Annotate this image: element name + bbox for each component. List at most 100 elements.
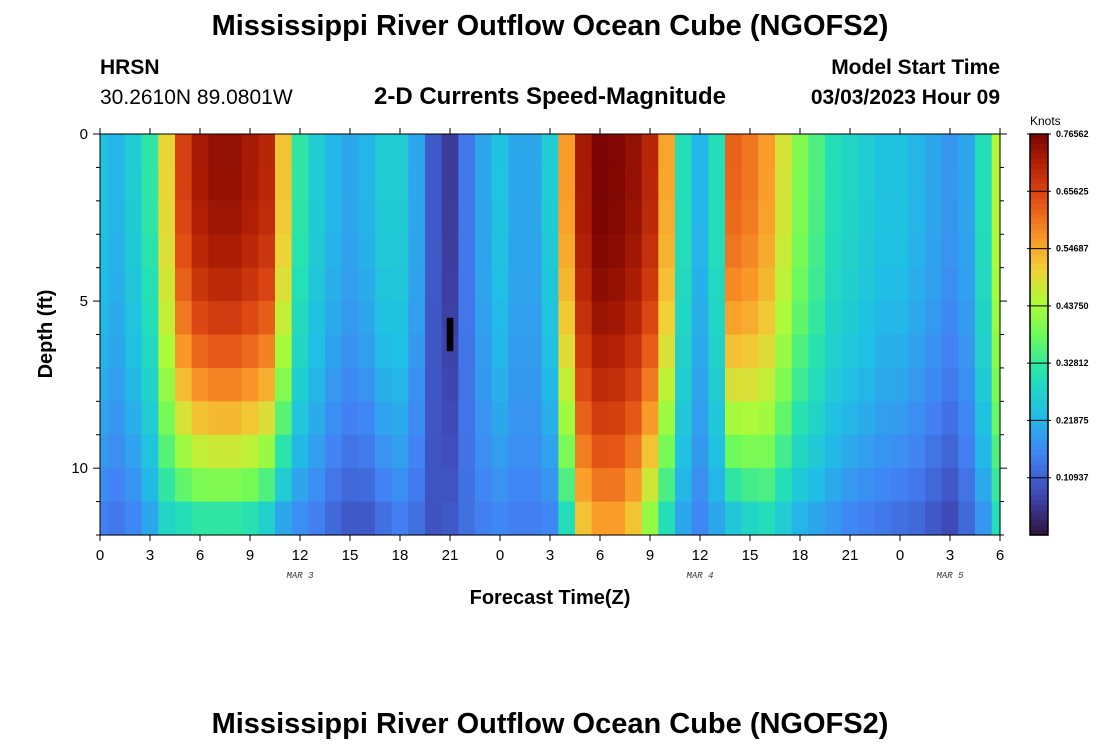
heatmap-cell (325, 334, 343, 369)
heatmap-cell (891, 334, 909, 369)
heatmap-cell (158, 134, 176, 169)
heatmap-cell (975, 301, 993, 336)
colorbar-segment (1030, 499, 1048, 506)
heatmap-cell (941, 367, 959, 402)
heatmap-cell (225, 267, 243, 302)
heatmap-cell (258, 234, 276, 269)
colorbar-segment (1030, 404, 1048, 411)
heatmap-cell (675, 434, 693, 469)
heatmap-cell (958, 267, 976, 302)
heatmap-cell (358, 468, 376, 503)
heatmap-cell (908, 401, 926, 436)
heatmap-cell (808, 434, 826, 469)
heatmap-cell (491, 334, 509, 369)
colorbar-segment (1030, 384, 1048, 391)
heatmap-cell (625, 167, 643, 202)
heatmap-cell (458, 468, 476, 503)
colorbar-segment (1030, 529, 1048, 536)
heatmap-cell (991, 401, 1001, 436)
heatmap-cell (141, 301, 159, 336)
heatmap-cell (125, 434, 143, 469)
heatmap-cell (941, 267, 959, 302)
heatmap-cell (408, 301, 426, 336)
heatmap-cell (308, 234, 326, 269)
heatmap-cell (525, 334, 543, 369)
heatmap-cell (825, 134, 843, 169)
colorbar-segment (1030, 434, 1048, 441)
x-tick-label: 6 (196, 547, 204, 564)
heatmap-cell (225, 501, 243, 536)
heatmap-cell (741, 401, 759, 436)
colorbar-segment (1030, 274, 1048, 280)
heatmap-cell (458, 401, 476, 436)
day-label: MAR 3 (286, 571, 314, 581)
heatmap-cell (808, 401, 826, 436)
heatmap-cell (575, 434, 593, 469)
heatmap-cell (191, 367, 209, 402)
heatmap-cell (475, 301, 493, 336)
x-tick-label: 21 (842, 547, 859, 564)
heatmap-cell (508, 401, 526, 436)
heatmap-cell (241, 367, 259, 402)
heatmap-cell (941, 501, 959, 536)
heatmap-cell (425, 434, 443, 469)
heatmap-cell (158, 501, 176, 536)
heatmap-cell (858, 167, 876, 202)
heatmap-cell (241, 501, 259, 536)
heatmap-cell (508, 334, 526, 369)
heatmap-cell (575, 267, 593, 302)
heatmap-cell (591, 468, 609, 503)
colorbar-segment (1030, 414, 1048, 421)
colorbar-segment (1030, 359, 1048, 366)
heatmap-cell (775, 367, 793, 402)
heatmap-cell (841, 501, 859, 536)
heatmap-cell (925, 267, 943, 302)
heatmap-cell (458, 434, 476, 469)
heatmap-cell (558, 301, 576, 336)
heatmap-cell (275, 401, 293, 436)
heatmap-cell (575, 334, 593, 369)
heatmap-cell (225, 434, 243, 469)
x-tick-label: 0 (896, 547, 904, 564)
heatmap-cell (291, 501, 309, 536)
heatmap-cell (558, 134, 576, 169)
heatmap-cell (908, 267, 926, 302)
heatmap-cell (691, 267, 709, 302)
heatmap-cell (625, 234, 643, 269)
heatmap-cell (341, 501, 359, 536)
colorbar-segment (1030, 169, 1048, 175)
heatmap-cell (141, 367, 159, 402)
heatmap-cell (241, 267, 259, 302)
heatmap-cell (508, 301, 526, 336)
heatmap-cell (608, 134, 626, 169)
heatmap-cell (708, 134, 726, 169)
x-tick-label: 3 (546, 547, 554, 564)
heatmap-cell (658, 434, 676, 469)
heatmap-cell (358, 134, 376, 169)
heatmap-cell (541, 134, 559, 169)
heatmap-cell (858, 234, 876, 269)
heatmap-cell (341, 167, 359, 202)
heatmap-cell (641, 434, 659, 469)
heatmap-cell (725, 367, 743, 402)
heatmap-cell (591, 267, 609, 302)
heatmap-cell (325, 501, 343, 536)
heatmap-cell (541, 468, 559, 503)
heatmap-cell (291, 334, 309, 369)
heatmap-cell (875, 367, 893, 402)
heatmap-cell (141, 334, 159, 369)
heatmap-cell (491, 468, 509, 503)
heatmap-cell (141, 267, 159, 302)
heatmap-cell (675, 234, 693, 269)
heatmap-cell (891, 200, 909, 235)
heatmap-cell (975, 401, 993, 436)
heatmap-cell (708, 234, 726, 269)
heatmap-cell (925, 468, 943, 503)
heatmap-cell (841, 200, 859, 235)
heatmap-cell (275, 468, 293, 503)
colorbar-segment (1030, 159, 1048, 165)
heatmap-cell (141, 234, 159, 269)
heatmap-cell (125, 234, 143, 269)
heatmap-cell (758, 200, 776, 235)
colorbar-segment (1030, 484, 1048, 491)
